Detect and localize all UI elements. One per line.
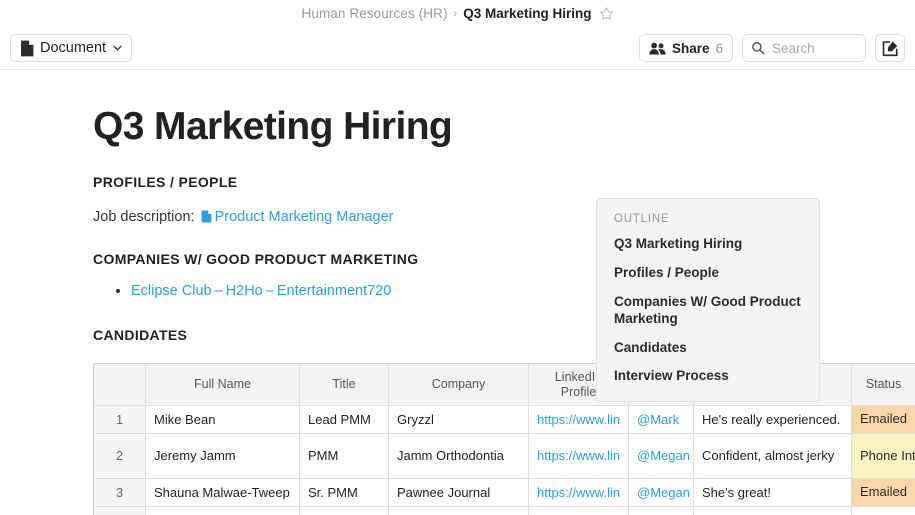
table-row[interactable]: 3 Shauna Malwae-Tweep Sr. PMM Pawnee Jou…: [93, 478, 915, 507]
row-index: 2: [93, 433, 146, 479]
candidates-table-wrapper: Full Name Title Company LinkedIn Profile…: [93, 363, 915, 515]
column-header-index[interactable]: [93, 363, 146, 406]
cell-full-name[interactable]: Jeremy Jamm: [145, 433, 300, 479]
section-heading-candidates: CANDIDATES: [93, 327, 188, 344]
company-separator: –: [214, 282, 223, 299]
company-link-eclipse-club[interactable]: Eclipse Club: [131, 282, 212, 299]
cell-linkedin[interactable]: https://www.lin: [528, 478, 629, 507]
column-header-status[interactable]: Status: [851, 363, 915, 406]
cell-sourced-by[interactable]: [628, 506, 694, 515]
cell-title[interactable]: Lead PMM: [299, 405, 389, 434]
share-count: 6: [715, 40, 723, 56]
cell-linkedin[interactable]: [528, 506, 629, 515]
job-description-label: Job description:: [93, 208, 195, 225]
companies-list: Eclipse Club–H2Ho–Entertainment720: [93, 281, 915, 301]
cell-full-name[interactable]: Mike Bean: [145, 405, 300, 434]
company-link-entertainment720[interactable]: Entertainment720: [276, 282, 392, 299]
cell-sourced-by[interactable]: @Megan: [628, 433, 694, 479]
breadcrumb-parent[interactable]: Human Resources (HR): [301, 6, 448, 21]
row-index: 3: [93, 478, 146, 507]
cell-status[interactable]: Emailed: [851, 478, 915, 507]
cell-title[interactable]: [299, 506, 389, 515]
cell-linkedin[interactable]: https://www.lin: [528, 433, 629, 479]
toolbar-right-group: Share 6 Search: [638, 34, 905, 62]
outline-item-profiles-people[interactable]: Profiles / People: [614, 264, 720, 280]
cell-notes[interactable]: She's great!: [693, 478, 852, 507]
cell-linkedin[interactable]: https://www.lin: [528, 405, 629, 434]
table-row[interactable]: 2 Jeremy Jamm PMM Jamm Orthodontia https…: [93, 433, 915, 479]
cell-company[interactable]: Gryzzl: [388, 405, 529, 434]
row-index: 1: [93, 405, 146, 434]
cell-company[interactable]: Jamm Orthodontia: [388, 433, 529, 479]
cell-sourced-by[interactable]: @Mark: [628, 405, 694, 434]
outline-panel: OUTLINE Q3 Marketing Hiring Profiles / P…: [596, 198, 820, 403]
cell-sourced-by[interactable]: @Megan: [628, 478, 694, 507]
cell-status[interactable]: Phone Interview Scheduled: [851, 433, 915, 479]
list-item: Eclipse Club–H2Ho–Entertainment720: [131, 281, 915, 301]
page-title: Q3 Marketing Hiring: [93, 105, 453, 148]
linkedin-link[interactable]: https://www.lin: [537, 484, 621, 500]
table-row[interactable]: [93, 506, 915, 515]
document-body: OUTLINE Q3 Marketing Hiring Profiles / P…: [0, 70, 915, 515]
cell-status[interactable]: [851, 506, 915, 515]
blue-document-icon: [201, 210, 212, 223]
section-heading-profiles: PROFILES / PEOPLE: [93, 173, 238, 190]
row-index: [93, 506, 146, 515]
search-input[interactable]: Search: [742, 34, 866, 62]
breadcrumb-separator: ›: [453, 7, 458, 20]
share-button[interactable]: Share 6: [638, 34, 733, 62]
company-link-h2ho[interactable]: H2Ho: [225, 282, 263, 299]
search-placeholder: Search: [772, 40, 815, 56]
job-description-line: Job description: Product Marketing Manag…: [93, 209, 915, 225]
toolbar: Document Share 6 Search: [0, 27, 915, 70]
column-header-title[interactable]: Title: [299, 363, 389, 406]
search-icon: [751, 41, 765, 55]
column-header-full-name[interactable]: Full Name: [145, 363, 300, 406]
candidates-table: Full Name Title Company LinkedIn Profile…: [93, 363, 915, 515]
linkedin-link[interactable]: https://www.lin: [537, 448, 621, 464]
chevron-down-icon: [113, 43, 122, 53]
cell-full-name[interactable]: Shauna Malwae-Tweep: [145, 478, 300, 507]
share-label: Share: [671, 40, 710, 56]
star-outline-icon[interactable]: [599, 6, 614, 21]
cell-status[interactable]: Emailed: [851, 405, 915, 434]
cell-notes[interactable]: [693, 506, 852, 515]
outline-item-interview-process[interactable]: Interview Process: [614, 368, 729, 384]
cell-notes[interactable]: He's really experienced.: [693, 405, 852, 434]
outline-heading: OUTLINE: [614, 213, 670, 225]
section-heading-companies: COMPANIES W/ GOOD PRODUCT MARKETING: [93, 250, 419, 267]
cell-notes[interactable]: Confident, almost jerky: [693, 433, 852, 479]
compose-button[interactable]: [875, 34, 905, 62]
company-separator: –: [265, 282, 274, 299]
cell-title[interactable]: PMM: [299, 433, 389, 479]
document-type-label: Document: [40, 40, 107, 56]
document-type-button[interactable]: Document: [10, 34, 133, 62]
linkedin-link[interactable]: https://www.lin: [537, 411, 621, 427]
compose-pencil-icon: [882, 40, 899, 57]
document-icon: [20, 40, 34, 57]
breadcrumb-current: Q3 Marketing Hiring: [463, 6, 592, 21]
outline-item-companies[interactable]: Companies W/ Good Product Marketing: [614, 293, 801, 326]
breadcrumb: Human Resources (HR) › Q3 Marketing Hiri…: [0, 0, 915, 27]
cell-title[interactable]: Sr. PMM: [299, 478, 389, 507]
cell-company[interactable]: Pawnee Journal: [388, 478, 529, 507]
people-icon: [649, 42, 666, 55]
table-body: 1 Mike Bean Lead PMM Gryzzl https://www.…: [93, 405, 915, 515]
job-description-link[interactable]: Product Marketing Manager: [214, 208, 394, 225]
cell-company[interactable]: [388, 506, 529, 515]
outline-item-q3-marketing-hiring[interactable]: Q3 Marketing Hiring: [614, 236, 743, 251]
table-row[interactable]: 1 Mike Bean Lead PMM Gryzzl https://www.…: [93, 405, 915, 434]
cell-full-name[interactable]: [145, 506, 300, 515]
outline-item-candidates[interactable]: Candidates: [614, 339, 687, 355]
column-header-company[interactable]: Company: [388, 363, 529, 406]
